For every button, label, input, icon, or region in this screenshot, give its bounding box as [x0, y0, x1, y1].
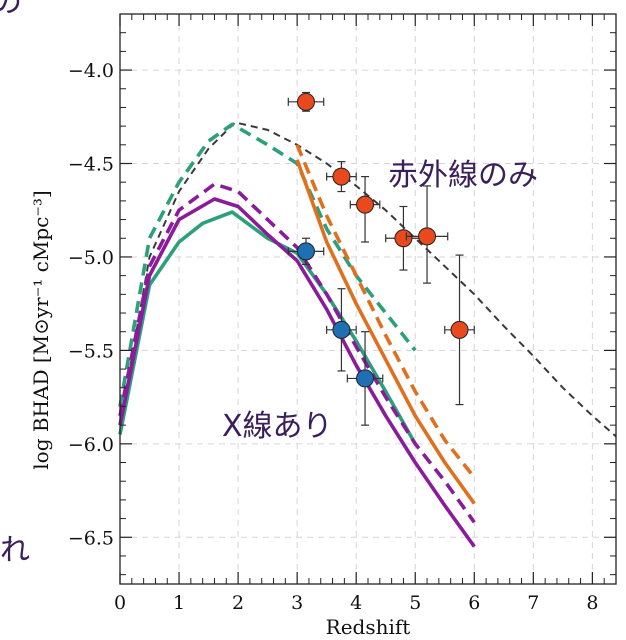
xray-data-point	[287, 237, 325, 266]
y-tick-label: −5.0	[68, 247, 114, 269]
axis-ticks: 0123456789−4.0−4.5−5.0−5.5−6.0−6.5	[68, 14, 616, 614]
point-marker	[356, 195, 375, 214]
x-tick-label: 8	[586, 592, 598, 614]
black_dashed-dashed-line	[119, 121, 617, 438]
xray-data-point	[326, 288, 357, 372]
ir-data-point	[287, 91, 325, 112]
annotation-edge-bottom: れ	[0, 533, 30, 568]
ir-data-point	[326, 161, 357, 193]
point-marker	[418, 227, 437, 246]
y-tick-label: −6.0	[68, 434, 114, 456]
teal-dashed-line	[118, 122, 417, 407]
x-tick-label: 4	[350, 592, 362, 614]
annotation-edge-top: の	[0, 0, 22, 20]
x-axis-label: Redshift	[326, 615, 411, 639]
ir-data-point	[349, 175, 381, 243]
x-tick-label: 6	[468, 592, 480, 614]
point-marker	[297, 92, 315, 111]
point-marker	[332, 167, 351, 186]
x-tick-label: 3	[291, 592, 303, 614]
point-marker	[297, 242, 315, 261]
point-marker	[356, 369, 375, 388]
orange-solid-line	[295, 159, 476, 505]
y-tick-label: −4.0	[68, 60, 114, 82]
grid-lines	[120, 14, 616, 584]
x-tick-label: 0	[114, 592, 126, 614]
ir-data-point	[385, 205, 422, 271]
annotation-xray: X線あり	[222, 409, 333, 444]
x-tick-label: 2	[232, 592, 244, 614]
data-points	[287, 91, 475, 426]
orange-dashed-line	[295, 144, 476, 479]
x-tick-label: 1	[173, 592, 185, 614]
y-tick-label: −6.5	[68, 527, 114, 549]
annotation-ir-only: 赤外線のみ	[388, 158, 538, 193]
purple-dashed-line	[118, 182, 476, 524]
plot-frame	[119, 13, 617, 585]
x-tick-label: 7	[527, 592, 539, 614]
ir-data-point	[405, 185, 449, 284]
x-tick-label: 5	[409, 592, 421, 614]
y-axis-label: log BHAD [M⊙yr⁻¹ cMpc⁻³]	[29, 190, 53, 469]
xray-data-point	[346, 331, 384, 426]
series-lines	[118, 121, 617, 548]
point-marker	[332, 320, 351, 339]
y-tick-label: −5.5	[68, 340, 114, 362]
ir-data-point	[444, 254, 475, 406]
purple-solid-line	[118, 197, 476, 548]
point-marker	[450, 320, 469, 339]
point-marker	[394, 229, 413, 248]
y-tick-label: −4.5	[68, 154, 114, 176]
teal-solid-line	[118, 210, 417, 445]
